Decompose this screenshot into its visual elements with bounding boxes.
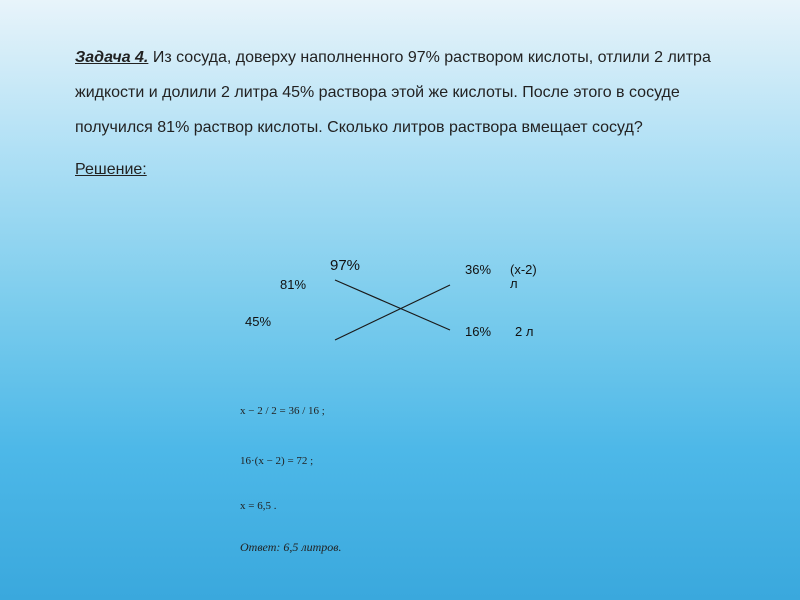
diagram-bottom-pct: 45% [245,315,271,329]
calc-line-1: x − 2 / 2 = 36 / 16 ; [240,405,325,417]
diagram-top-pct: 97% [330,258,360,275]
calc-line-2: 16·(x − 2) = 72 ; [240,455,313,467]
diagram-rtop-qty: (x-2) л [510,263,545,292]
answer-line: Ответ: 6,5 литров. [240,540,341,555]
answer-label: Ответ: [240,540,280,554]
diagram-rbot-qty: 2 л [515,325,535,339]
problem-text: Из сосуда, доверху наполненного 97% раст… [75,49,711,136]
diagram-center-pct: 81% [280,278,306,292]
solution-label: Решение: [75,152,147,187]
answer-value: 6,5 литров. [283,540,341,554]
diagram-rbot-pct: 16% [465,325,485,339]
problem-block: Задача 4. Из сосуда, доверху наполненног… [75,40,735,187]
calc-line-3: x = 6,5 . [240,500,276,512]
cross-diagram: 97% 81% 45% 36% (x-2) л 16% 2 л [225,255,575,385]
diagram-rtop-pct: 36% [465,263,485,277]
problem-title: Задача 4. [75,49,148,66]
